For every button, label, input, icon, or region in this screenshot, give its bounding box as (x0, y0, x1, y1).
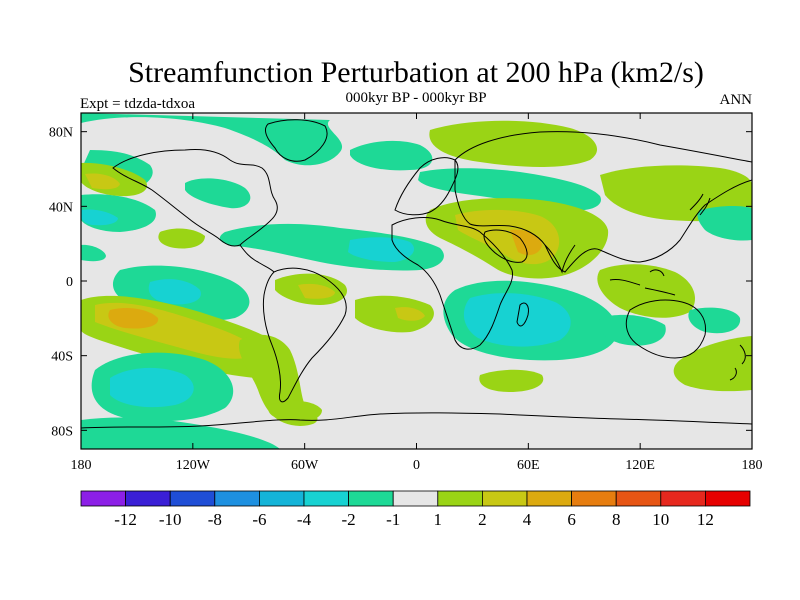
lon-tick-label: 0 (413, 458, 420, 473)
coastline-asia (454, 131, 752, 273)
contour-region (697, 205, 752, 241)
colorbar-label: 12 (697, 510, 714, 529)
colorbar-swatch (125, 490, 171, 507)
contour-region (600, 165, 752, 222)
contour-region (597, 264, 695, 318)
colorbar-swatch (437, 490, 483, 507)
colorbar-swatch (615, 490, 662, 507)
lon-tick-label: 180 (742, 458, 763, 473)
colorbar-label: -4 (297, 510, 312, 529)
colorbar-swatch (348, 490, 394, 507)
contour-region (479, 369, 544, 392)
map-frame (80, 112, 753, 450)
colorbar-swatch (660, 490, 706, 507)
contour-region (395, 307, 425, 321)
colorbar-swatch (392, 490, 439, 507)
coastline-central-america (239, 244, 275, 273)
expt-label: Expt = tdzda-tdxoa (80, 96, 195, 112)
colorbar-swatch (258, 490, 305, 507)
colorbar-swatch (303, 490, 349, 507)
colorbar-label: 8 (612, 510, 621, 529)
contour-region (81, 417, 280, 449)
contour-region (148, 279, 201, 305)
colorbar-label: -10 (159, 510, 182, 529)
colorbar-swatch (214, 490, 260, 507)
lon-tick-label: 120E (625, 458, 655, 473)
contour-region (418, 168, 601, 211)
coastline-north-america (112, 149, 278, 247)
coastline-greenland (265, 119, 328, 162)
lat-tick-label: 40S (51, 350, 73, 365)
lon-tick-label: 120W (176, 458, 211, 473)
lat-tick-label: 80S (51, 424, 73, 439)
coastline-australia (625, 299, 707, 359)
colorbar-swatch (80, 490, 126, 507)
coastline-new-zealand (729, 344, 746, 381)
contour-region (298, 283, 335, 299)
coastline-arabia (483, 229, 528, 263)
contour-region (598, 314, 666, 346)
lat-tick-label: 80N (49, 126, 73, 141)
contour-fill-layer (81, 113, 752, 449)
colorbar-swatch (169, 490, 216, 507)
contour-region (158, 228, 205, 249)
period-label: 000kyr BP - 000kyr BP (345, 90, 486, 106)
colorbar-swatch (705, 490, 751, 507)
coastline-japan (689, 193, 711, 216)
lon-tick-label: 60E (517, 458, 540, 473)
season-label: ANN (720, 92, 753, 108)
colorbar-label: 10 (652, 510, 669, 529)
coastline-india (544, 244, 576, 274)
coastline-europe (394, 157, 459, 216)
colorbar-label: 2 (478, 510, 487, 529)
colorbar-label: -2 (342, 510, 356, 529)
contour-region (350, 140, 433, 171)
colorbar-label: 1 (434, 510, 443, 529)
contour-region (81, 113, 343, 166)
lon-tick-label: 180 (71, 458, 92, 473)
colorbar-label: -8 (208, 510, 222, 529)
colorbar-swatch (571, 490, 617, 507)
lon-tick-label: 60W (291, 458, 319, 473)
contour-region (81, 244, 106, 262)
latitude-labels: 80N 40N 0 40S 80S (49, 126, 73, 440)
map-panel: 80N 40N 0 40S 80S 180 120W 60W 0 60E 120E 180 (49, 112, 763, 473)
coastline-madagascar (516, 302, 529, 327)
contour-region (108, 307, 159, 329)
longitude-labels: 180 120W 60W 0 60E 120E 180 (71, 458, 763, 473)
colorbar-label: 6 (567, 510, 576, 529)
contour-region (429, 120, 598, 167)
lat-tick-label: 0 (66, 275, 73, 290)
coastline-antarctica (81, 412, 752, 429)
contour-region (673, 336, 752, 392)
contour-region (185, 178, 251, 209)
coastlines (81, 119, 752, 429)
colorbar-label: 4 (523, 510, 532, 529)
colorbar-swatch (526, 490, 572, 507)
colorbar-label: -1 (386, 510, 400, 529)
tick-marks (80, 113, 753, 449)
colorbar: -12 -10 -8 -6 -4 -2 -1 1 2 4 6 8 10 12 (80, 490, 751, 529)
coastline-africa (391, 217, 514, 350)
contour-region (268, 400, 322, 422)
contour-region (355, 295, 434, 333)
coastline-maritime-continent (609, 269, 676, 296)
contour-region (81, 209, 118, 226)
lat-tick-label: 40N (49, 200, 73, 215)
contour-region (348, 237, 415, 262)
figure-title: Streamfunction Perturbation at 200 hPa (… (128, 56, 704, 89)
colorbar-label: -6 (252, 510, 266, 529)
colorbar-swatch (481, 490, 528, 507)
contour-region (85, 173, 120, 190)
colorbar-label: -12 (114, 510, 137, 529)
contour-region (110, 367, 194, 408)
coastline-south-america (262, 267, 347, 403)
